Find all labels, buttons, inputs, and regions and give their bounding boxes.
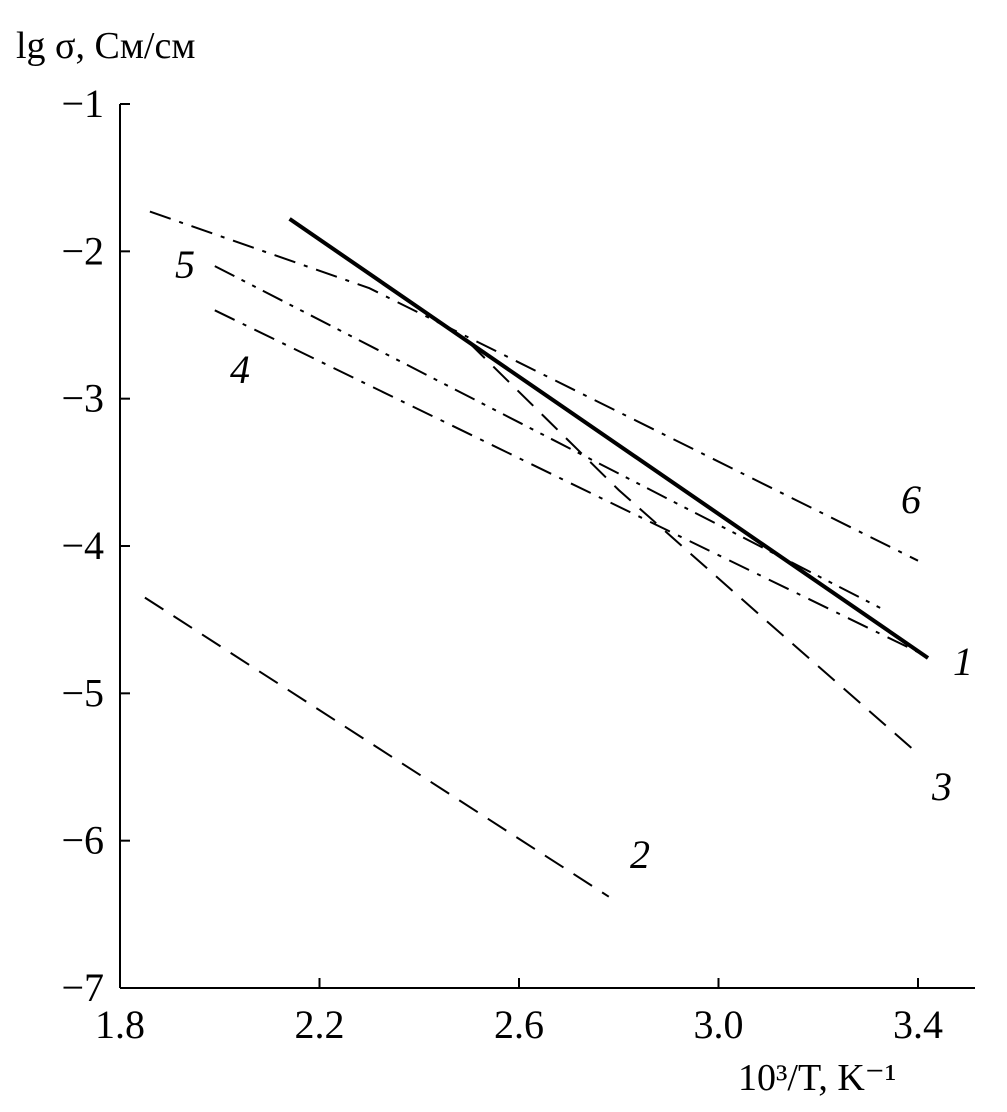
x-tick-label: 2.6 <box>494 1002 544 1047</box>
series-6-line <box>149 210 919 562</box>
series-6-label: 6 <box>901 477 921 522</box>
y-tick-label: −2 <box>61 228 104 273</box>
y-tick-label: −7 <box>61 965 104 1010</box>
y-tick-label: −3 <box>61 376 104 421</box>
y-tick-label: −6 <box>61 818 104 863</box>
series-1-label: 1 <box>953 639 973 684</box>
series-2-line <box>144 596 610 898</box>
series-5-line <box>214 265 884 611</box>
series-labels: 1 2 3 4 5 6 <box>175 242 973 877</box>
x-tick-label: 1.8 <box>95 1002 145 1047</box>
x-axis-title: 10³/T, K⁻¹ <box>738 1057 896 1099</box>
x-tick-label: 3.4 <box>893 1002 943 1047</box>
y-tick-label: −4 <box>61 523 104 568</box>
series-4-label: 4 <box>230 347 250 392</box>
tick-marks <box>119 103 919 989</box>
x-tick-label: 2.2 <box>295 1002 345 1047</box>
series-1-line <box>288 217 930 660</box>
series-3-line <box>468 341 914 751</box>
y-tick-label: −5 <box>61 670 104 715</box>
series-5-label: 5 <box>175 242 195 287</box>
x-tick-label: 3.0 <box>694 1002 744 1047</box>
y-tick-label: −1 <box>61 81 104 126</box>
tick-labels: 1.8 2.2 2.6 3.0 3.4 −1 −2 −3 −4 −5 −6 −7 <box>61 81 943 1047</box>
series-4-line <box>214 309 919 653</box>
series-3-label: 3 <box>931 764 952 809</box>
series-lines <box>144 210 930 898</box>
y-axis-title: lg σ, См/см <box>16 25 195 67</box>
series-2-label: 2 <box>630 832 650 877</box>
